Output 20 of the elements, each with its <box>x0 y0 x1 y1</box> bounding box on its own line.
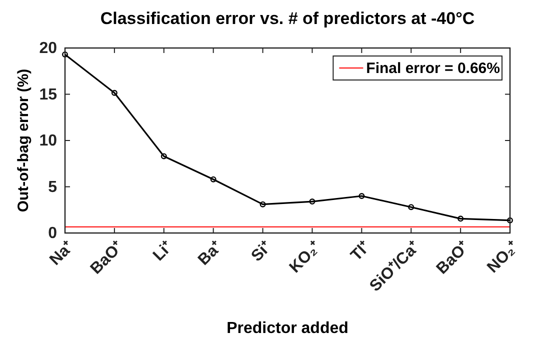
point <box>309 198 316 205</box>
x-tick-label: Tl⁺ <box>348 238 374 264</box>
point <box>260 201 266 208</box>
chart-title: Classification error vs. # of predictors at -40°C <box>100 9 475 28</box>
x-axis-title: Predictor added <box>226 320 348 337</box>
point <box>160 153 167 160</box>
y-tick-label: 10 <box>39 132 58 150</box>
point <box>408 204 414 210</box>
y-tick-label: 15 <box>39 86 58 104</box>
x-tick-label: Ba⁺ <box>195 238 226 269</box>
point <box>210 176 216 182</box>
x-tick-label: Si⁺ <box>248 238 276 266</box>
y-axis-title: Out-of-bag error (%) <box>15 68 32 212</box>
x-tick-label: Li⁺ <box>150 238 176 264</box>
point <box>111 90 118 96</box>
y-tick-label: 20 <box>39 40 58 58</box>
point <box>458 216 464 222</box>
y-tick-label: 5 <box>48 178 58 196</box>
legend-label: Final error = 0.66% <box>366 60 500 77</box>
point <box>358 193 365 199</box>
